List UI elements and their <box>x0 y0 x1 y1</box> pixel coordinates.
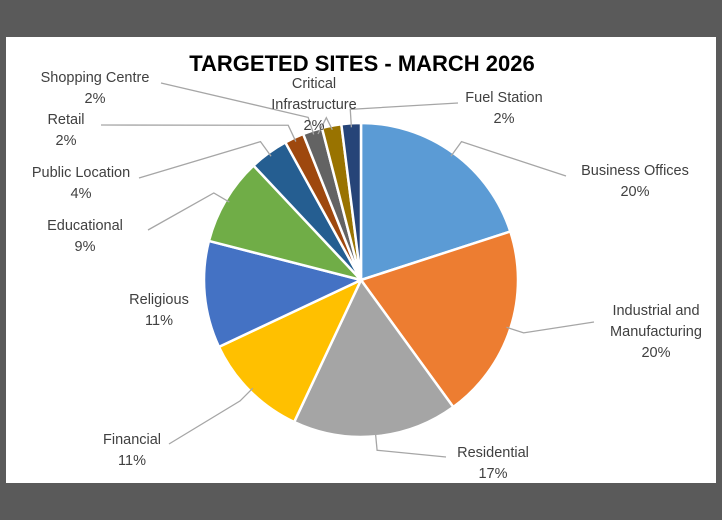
slice-label-financial: Financial 11% <box>103 432 161 469</box>
leader-line-business-offices <box>450 140 567 177</box>
slice-label-residential: Residential 17% <box>457 445 529 482</box>
slices-layer <box>202 121 520 439</box>
leader-line-retail <box>100 124 297 142</box>
slice-label-industrial-and-manufacturing: Industrial and Manufacturing 20% <box>610 303 702 361</box>
slice-label-retail: Retail 2% <box>47 112 84 149</box>
slice-label-shopping-centre: Shopping Centre 2% <box>41 70 150 107</box>
slice-label-public-location: Public Location 4% <box>32 165 130 202</box>
slice-label-fuel-station: Fuel Station 2% <box>465 90 542 127</box>
leader-lines-layer <box>100 82 595 458</box>
chart-frame: TARGETED SITES - MARCH 2026 Business Off… <box>6 37 716 483</box>
slice-labels-layer: Business Offices 20% Industrial and Manufac… <box>32 70 702 482</box>
leader-line-industrial-and-manufacturing <box>506 321 595 334</box>
leader-line-shopping-centre <box>160 82 315 135</box>
leader-line-critical-infrastructure <box>317 116 333 135</box>
chart-title: TARGETED SITES - MARCH 2026 <box>189 51 535 76</box>
pie-slice-religious <box>202 239 363 349</box>
pie-chart: TARGETED SITES - MARCH 2026 Business Off… <box>32 51 702 482</box>
slice-label-critical-infrastructure: Critical Infrastructure 2% <box>271 76 356 134</box>
leader-line-educational <box>147 192 230 231</box>
leader-line-fuel-station <box>349 102 459 128</box>
leader-line-public-location <box>138 140 272 179</box>
leader-line-residential <box>374 432 447 458</box>
leader-line-financial <box>168 387 254 445</box>
slice-label-educational: Educational 9% <box>47 218 123 255</box>
slice-label-religious: Religious 11% <box>129 292 189 329</box>
slice-label-business-offices: Business Offices 20% <box>581 163 689 200</box>
